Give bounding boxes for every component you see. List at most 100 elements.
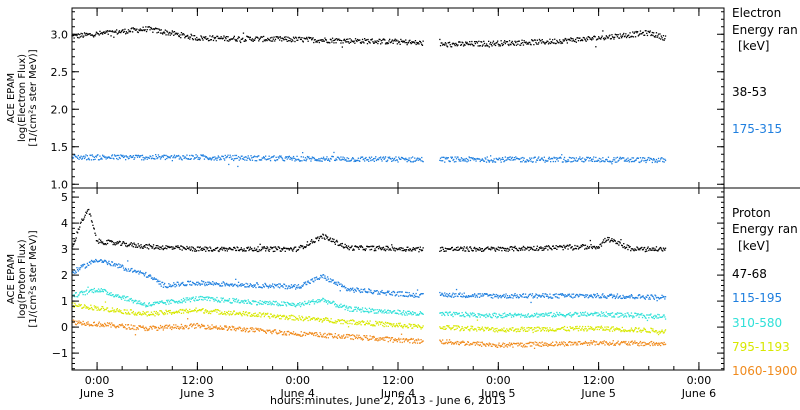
data-point-795-1193-411 (357, 323, 359, 325)
data-point-175-315-63 (115, 155, 117, 157)
data-point-310-580-482 (407, 310, 409, 312)
data-point-795-1193-362 (323, 319, 325, 321)
data-point-38-53-725 (592, 38, 594, 40)
data-point-310-580-587 (496, 317, 498, 319)
data-point-175-315-76 (124, 155, 126, 157)
data-point-115-195-200 (210, 283, 212, 285)
data-point-38-53-721 (589, 38, 591, 40)
data-point-47-68-366 (326, 237, 328, 239)
data-point-310-580-585 (494, 315, 497, 318)
data-point-115-195-231 (232, 285, 234, 287)
data-point-310-580-274 (262, 303, 264, 305)
data-point-115-195-717 (586, 294, 589, 296)
data-point-38-53-784 (633, 32, 635, 34)
data-point-38-53-487 (410, 42, 412, 45)
data-point-310-580-276 (263, 302, 265, 304)
data-point-310-580-719 (588, 314, 590, 316)
data-point-310-580-181 (197, 299, 199, 301)
data-point-795-1193-561 (478, 328, 480, 331)
data-point-175-315-89 (133, 158, 135, 160)
data-point-175-315-514 (445, 156, 447, 159)
data-point-795-1193-419 (363, 321, 365, 323)
data-point-795-1193-474 (401, 326, 403, 328)
data-point-38-53-505 (439, 38, 441, 41)
data-point-795-1193-42 (100, 308, 102, 310)
data-point-38-53-274 (262, 40, 264, 43)
data-point-38-53-273 (261, 36, 263, 38)
data-point-795-1193-375 (332, 321, 334, 324)
data-point-115-195-294 (276, 284, 278, 286)
data-point-310-580-820 (658, 314, 660, 316)
data-point-38-53-173 (191, 38, 194, 40)
data-point-795-1193-742 (604, 326, 606, 328)
data-point-175-315-16 (82, 156, 84, 158)
data-point-795-1193-691 (568, 330, 571, 332)
data-point-175-315-715 (585, 158, 587, 161)
data-point-795-1193-585 (494, 328, 497, 330)
data-point-310-580-224 (227, 300, 229, 302)
data-point-795-1193-326 (298, 315, 300, 317)
data-point-115-195-416 (361, 291, 363, 293)
data-point-38-53-329 (300, 38, 302, 41)
data-point-175-315-336 (305, 160, 307, 162)
data-point-115-195-707 (579, 294, 582, 296)
data-point-47-68-372 (330, 240, 332, 242)
data-point-310-580-204 (213, 300, 215, 302)
data-point-47-68-454 (387, 247, 389, 249)
data-point-115-195-391 (343, 285, 346, 287)
data-point-175-315-319 (293, 157, 295, 160)
data-point-38-53-742 (604, 37, 606, 39)
data-point-795-1193-194 (206, 310, 208, 312)
data-point-175-315-209 (217, 157, 219, 159)
data-point-795-1193-368 (327, 319, 329, 321)
data-point-47-68-202 (212, 250, 214, 252)
data-point-47-68-100 (141, 246, 143, 248)
data-point-47-68-685 (564, 247, 566, 249)
data-point-38-53-130 (162, 33, 164, 35)
data-point-310-580-337 (306, 303, 308, 305)
data-point-310-580-646 (537, 313, 539, 315)
data-point-795-1193-159 (182, 308, 184, 311)
data-point-38-53-188 (202, 39, 204, 41)
data-point-310-580-493 (414, 312, 417, 314)
data-point-175-315-658 (545, 160, 548, 162)
data-point-47-68-33 (94, 232, 96, 234)
data-point-115-195-806 (648, 296, 651, 299)
data-point-47-68-615 (515, 247, 518, 250)
data-point-38-53-596 (502, 43, 504, 46)
data-point-38-53-177 (194, 38, 196, 40)
data-point-38-53-183 (198, 38, 201, 40)
data-point-310-580-630 (526, 316, 528, 318)
data-point-38-53-678 (559, 41, 561, 43)
data-point-38-53-741 (603, 39, 605, 41)
data-point-47-68-770 (623, 246, 626, 248)
data-point-115-195-746 (607, 295, 609, 297)
data-point-47-68-81 (127, 244, 130, 246)
data-point-115-195-344 (311, 279, 313, 281)
data-point-175-315-391 (343, 157, 346, 159)
data-point-115-195-327 (299, 287, 301, 289)
data-point-175-315-72 (121, 155, 123, 158)
data-point-115-195-585 (494, 295, 497, 297)
data-point-795-1193-724 (591, 328, 593, 330)
data-point-795-1193-145 (172, 312, 174, 314)
data-point-795-1193-721 (589, 326, 591, 328)
data-point-175-315-70 (120, 154, 122, 156)
data-point-47-68-723 (591, 246, 593, 248)
data-point-310-580-757 (614, 313, 616, 315)
data-point-310-580-504 (422, 313, 424, 315)
data-point-310-580-537 (461, 312, 463, 314)
data-point-795-1193-706 (579, 325, 581, 328)
data-point-38-53-51 (106, 30, 109, 32)
data-point-795-1193-150 (175, 310, 178, 312)
data-point-38-53-716 (586, 37, 588, 39)
data-point-310-580-109 (147, 305, 149, 307)
data-point-310-580-405 (353, 309, 355, 311)
data-point-47-68-312 (288, 249, 290, 251)
data-point-310-580-239 (237, 299, 240, 301)
data-point-795-1193-2 (72, 305, 75, 307)
data-point-47-68-782 (632, 248, 634, 250)
data-point-795-1193-302 (281, 315, 284, 317)
data-point-310-580-151 (176, 301, 178, 303)
data-point-115-195-141 (169, 284, 171, 286)
